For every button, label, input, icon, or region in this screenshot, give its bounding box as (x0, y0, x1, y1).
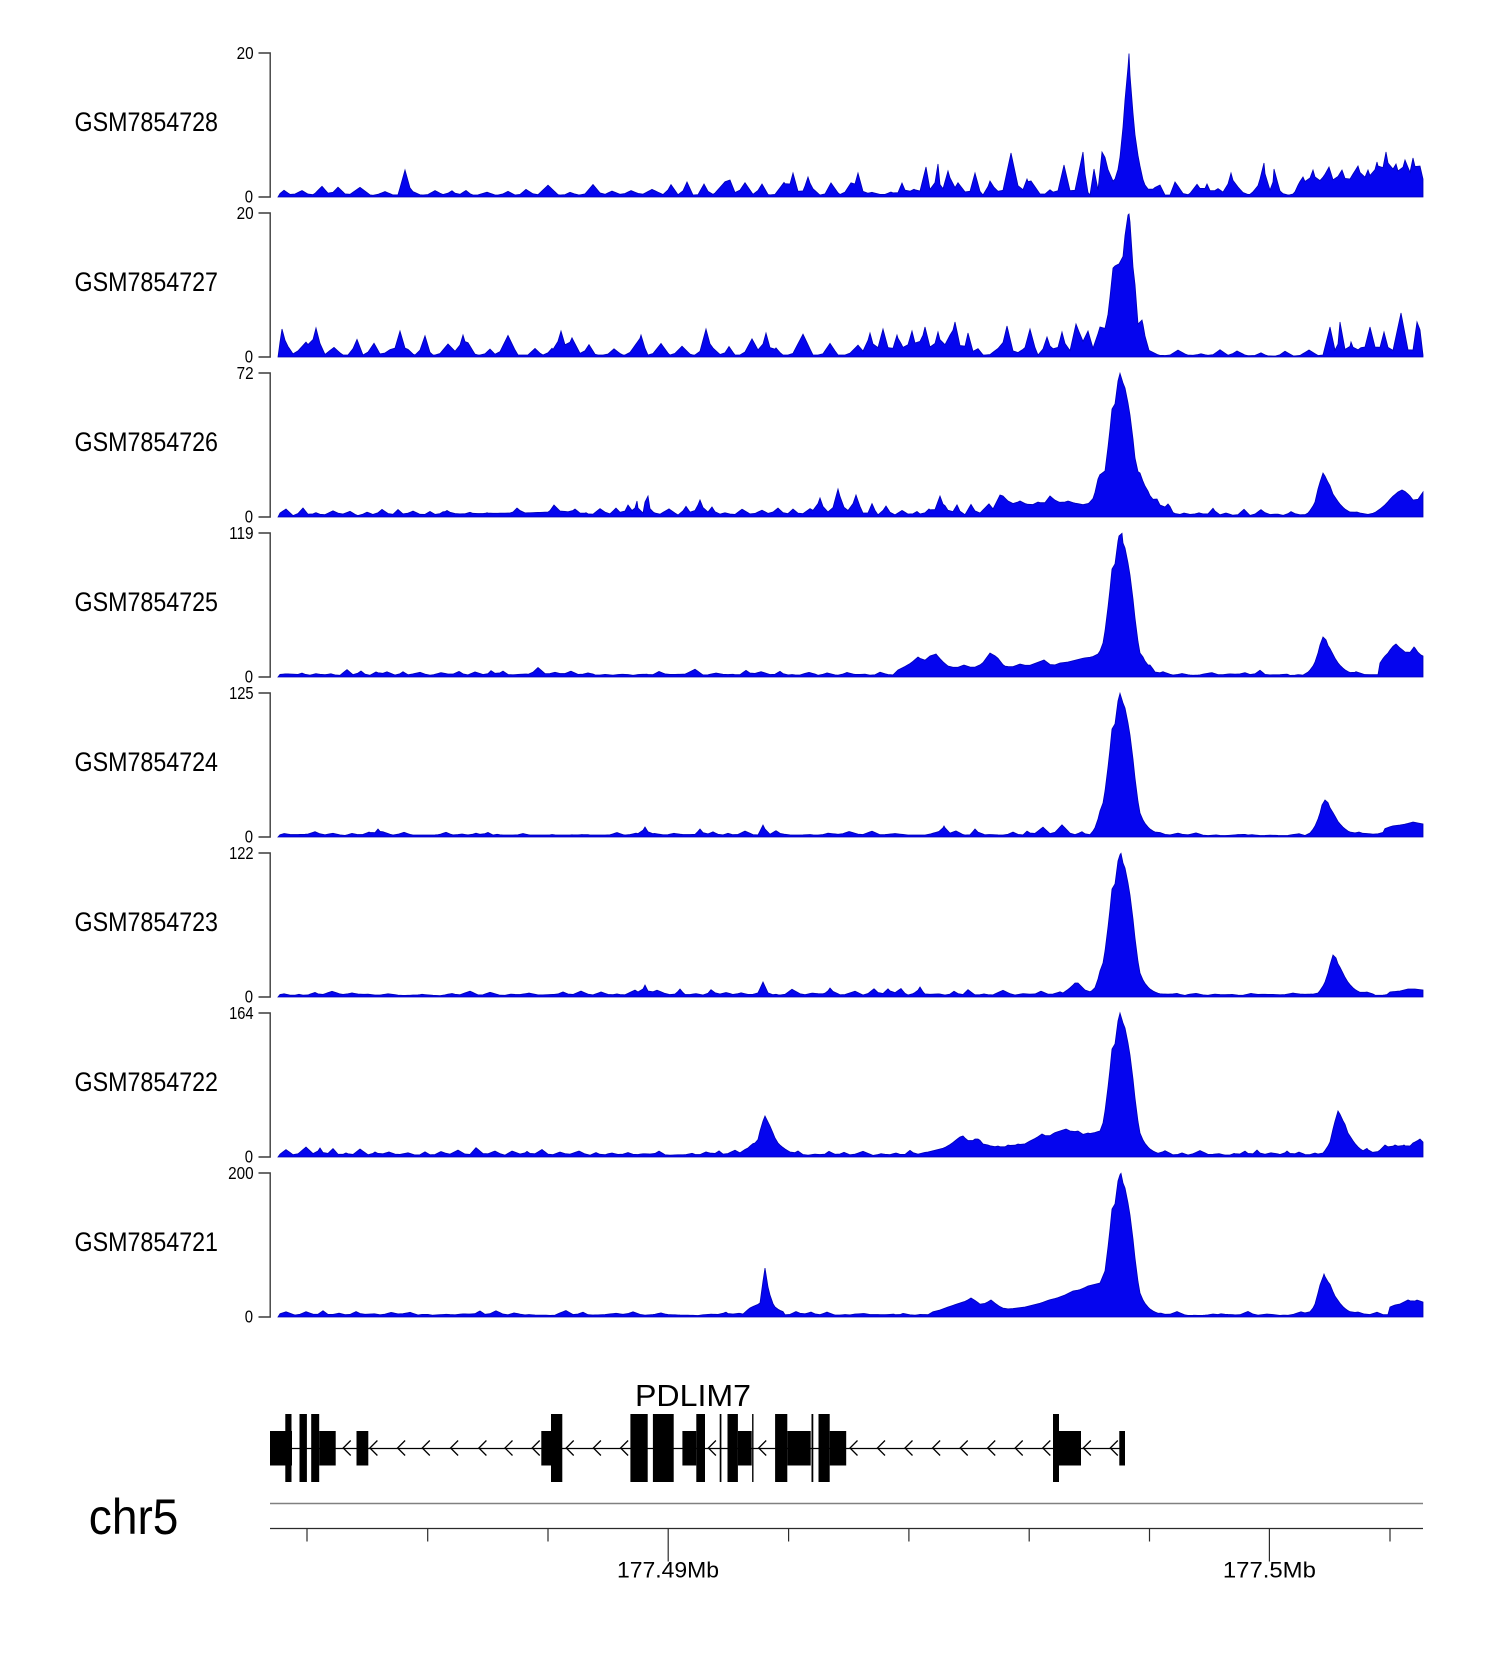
svg-text:20: 20 (237, 43, 254, 63)
svg-text:72: 72 (237, 363, 254, 383)
svg-text:0: 0 (245, 347, 253, 367)
svg-text:177.49Mb: 177.49Mb (617, 1557, 719, 1582)
svg-text:177.5Mb: 177.5Mb (1223, 1557, 1316, 1582)
svg-text:0: 0 (245, 1307, 253, 1327)
svg-text:GSM7854726: GSM7854726 (75, 426, 219, 457)
svg-text:PDLIM7: PDLIM7 (635, 1379, 751, 1413)
svg-text:GSM7854727: GSM7854727 (75, 266, 219, 297)
svg-text:122: 122 (229, 843, 254, 863)
svg-text:0: 0 (245, 987, 253, 1007)
svg-text:0: 0 (245, 187, 253, 207)
svg-text:GSM7854722: GSM7854722 (75, 1066, 219, 1097)
svg-text:0: 0 (245, 507, 253, 527)
svg-text:GSM7854721: GSM7854721 (75, 1226, 219, 1257)
svg-text:GSM7854723: GSM7854723 (75, 906, 219, 937)
svg-text:GSM7854724: GSM7854724 (75, 746, 219, 777)
svg-text:0: 0 (245, 1147, 253, 1167)
svg-text:0: 0 (245, 827, 253, 847)
svg-text:125: 125 (229, 683, 254, 703)
svg-text:chr5: chr5 (89, 1489, 179, 1545)
svg-text:GSM7854728: GSM7854728 (75, 106, 219, 137)
svg-text:20: 20 (237, 203, 254, 223)
svg-text:119: 119 (229, 523, 254, 543)
svg-text:GSM7854725: GSM7854725 (75, 586, 219, 617)
svg-text:164: 164 (229, 1003, 254, 1023)
svg-text:200: 200 (228, 1163, 254, 1183)
svg-text:0: 0 (245, 667, 253, 687)
